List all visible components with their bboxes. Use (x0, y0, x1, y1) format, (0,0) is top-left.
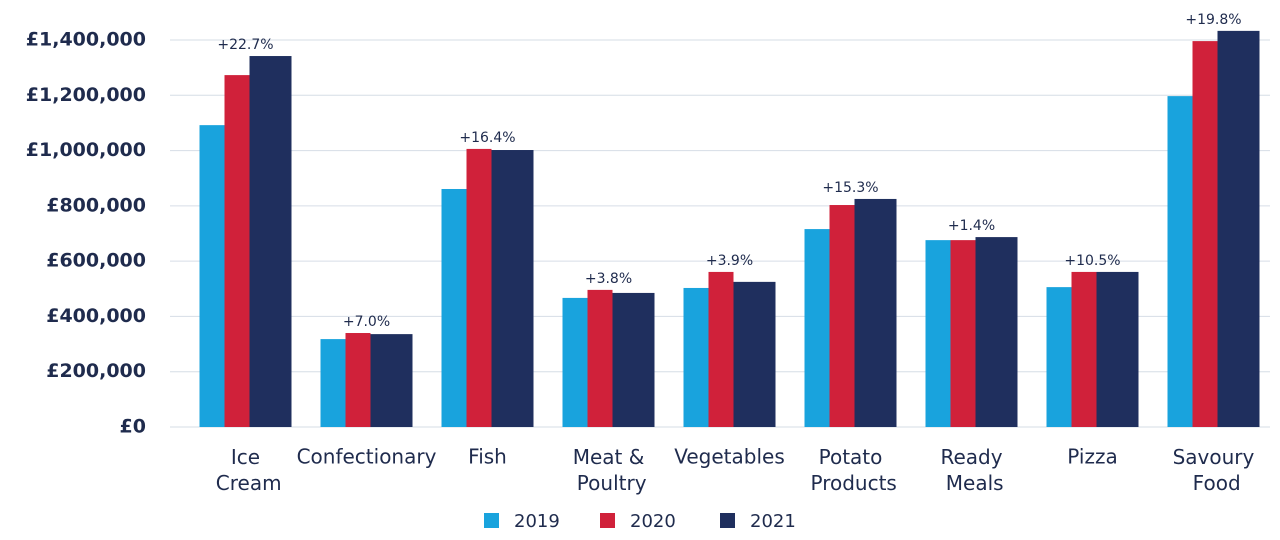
bar (925, 240, 951, 427)
x-tick-label: Savoury Food (1173, 445, 1255, 495)
x-tick-label: Potato Products (804, 445, 897, 495)
legend-label: 2019 (514, 511, 560, 532)
bar (1071, 271, 1097, 427)
bar (950, 240, 976, 427)
bar (1167, 96, 1193, 428)
bar (199, 125, 225, 427)
y-tick-label: £200,000 (46, 360, 146, 382)
annotation: +16.4% (459, 130, 515, 146)
bar (1192, 41, 1218, 427)
x-tick-label: Confectionary (297, 445, 437, 469)
bar (1217, 30, 1260, 427)
y-tick-label: £1,400,000 (26, 29, 146, 51)
bar (224, 75, 250, 427)
legend-label: 2020 (630, 511, 676, 532)
bar (804, 229, 830, 427)
bar (612, 292, 655, 427)
legend-label: 2021 (750, 511, 796, 532)
bar (562, 297, 588, 427)
legend-swatch (600, 513, 615, 528)
y-tick-label: £1,200,000 (26, 84, 146, 106)
bar (587, 289, 613, 427)
annotation: +15.3% (822, 180, 878, 196)
bar (466, 148, 492, 428)
annotation: +10.5% (1064, 253, 1120, 269)
bar (733, 281, 776, 427)
x-tick-label: Fish (468, 445, 507, 469)
bar (708, 271, 734, 427)
bar (491, 150, 534, 428)
annotation: +1.4% (948, 218, 995, 234)
annotation: +22.7% (217, 37, 273, 53)
y-tick-label: £0 (120, 416, 146, 438)
bar (345, 333, 371, 427)
y-tick-label: £600,000 (46, 250, 146, 272)
bar (1046, 287, 1072, 427)
y-tick-label: £1,000,000 (26, 139, 146, 161)
annotation: +19.8% (1185, 12, 1241, 28)
x-tick-label: Pizza (1067, 445, 1117, 469)
x-tick-label: Ice Cream (209, 445, 281, 495)
bar (441, 188, 467, 427)
bar (370, 334, 413, 427)
bar (249, 56, 292, 427)
legend-swatch (720, 513, 735, 528)
y-tick-label: £400,000 (46, 305, 146, 327)
annotation: +3.8% (585, 271, 632, 287)
x-tick-label: Meat & Poultry (570, 445, 646, 495)
bar (1096, 271, 1139, 427)
y-tick-label: £800,000 (46, 194, 146, 216)
annotation: +3.9% (706, 253, 753, 269)
bar (320, 339, 346, 427)
bar (975, 237, 1018, 427)
bar (829, 205, 855, 427)
x-tick-label: Ready Meals (939, 445, 1003, 495)
legend-swatch (484, 513, 499, 528)
bar (854, 198, 897, 427)
annotation: +7.0% (343, 314, 390, 330)
x-tick-label: Vegetables (674, 445, 785, 469)
bar (683, 287, 709, 427)
